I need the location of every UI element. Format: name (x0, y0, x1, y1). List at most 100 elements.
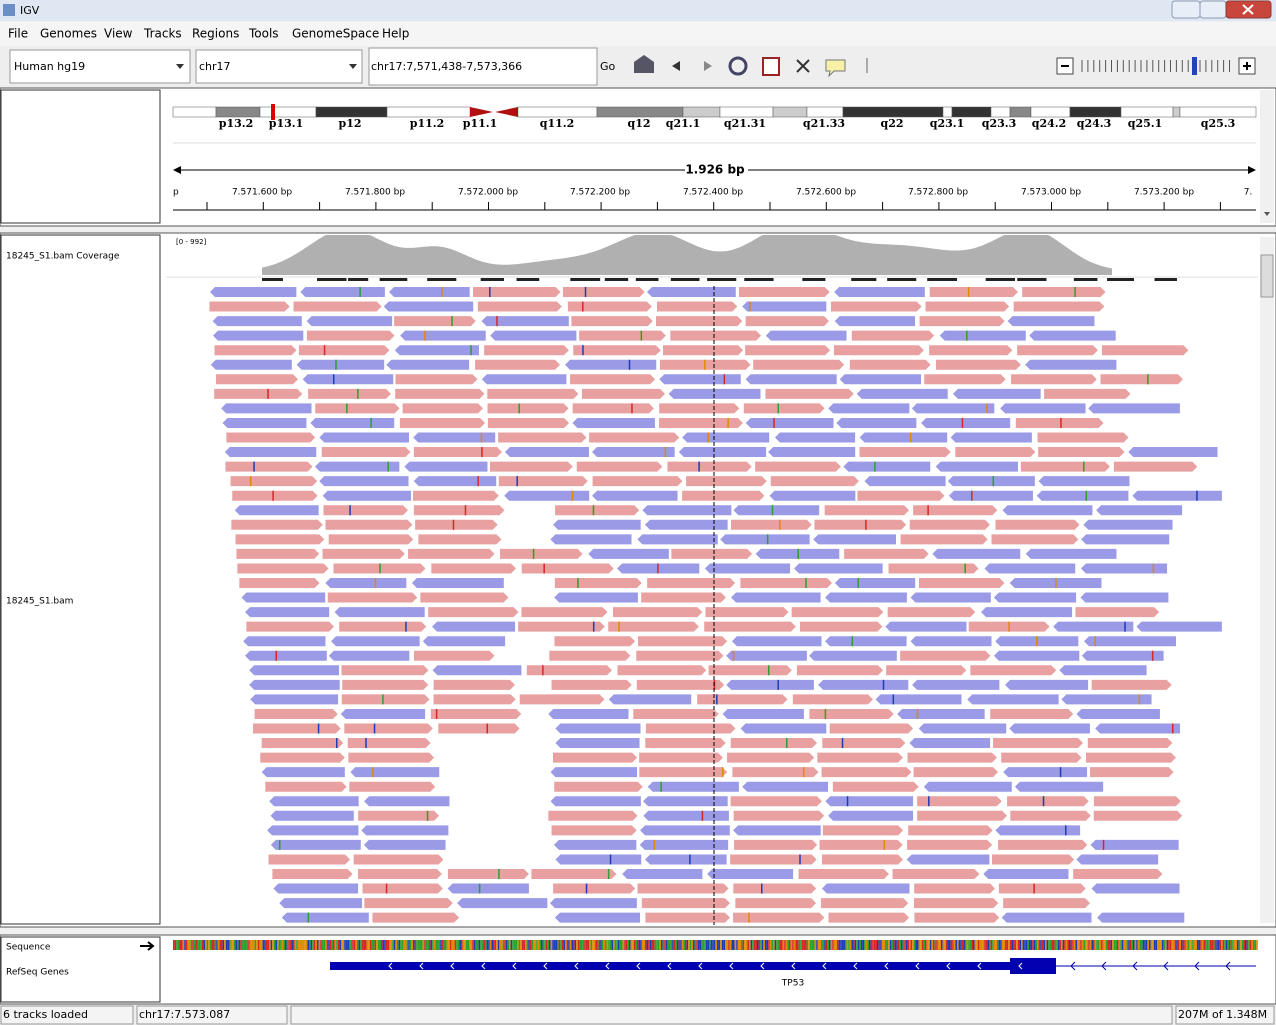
genome-box[interactable] (9, 49, 191, 84)
base (1121, 940, 1124, 950)
popup-button[interactable] (825, 59, 846, 78)
base (645, 940, 647, 950)
region-button[interactable] (762, 57, 780, 76)
dropdown-arrow (349, 64, 357, 69)
read (246, 621, 335, 632)
base (581, 940, 583, 950)
cytoband-label: q22 (881, 117, 904, 130)
base (785, 940, 788, 950)
base (1256, 940, 1258, 950)
alignment-track-name[interactable]: 18245_S1.bam (6, 597, 73, 607)
base (403, 940, 405, 950)
cytoband (842, 106, 944, 118)
scrollbar[interactable] (1260, 237, 1274, 923)
chromosome-select[interactable]: chr17 (199, 60, 231, 73)
base (1097, 940, 1100, 950)
read (308, 388, 391, 399)
sequence-track-name[interactable]: Sequence (6, 943, 51, 953)
back-button[interactable] (672, 61, 680, 71)
locus-input[interactable]: chr17:7,571,438-7,573,366 (371, 60, 522, 73)
coverage-bar (802, 278, 826, 281)
read (645, 912, 730, 923)
ruler-label: 7.572.400 bp (683, 188, 743, 198)
base (1142, 940, 1145, 950)
base (536, 940, 538, 950)
base (1237, 940, 1239, 950)
base (1041, 940, 1044, 950)
gene-track (330, 958, 1256, 974)
menu-item[interactable]: GenomeSpace (292, 27, 379, 41)
read (386, 359, 470, 370)
read (745, 316, 830, 327)
base (891, 940, 893, 950)
maximize-button[interactable] (1199, 0, 1227, 19)
coverage-track-name[interactable]: 18245_S1.bam Coverage (6, 252, 120, 262)
read (813, 534, 896, 545)
go-button[interactable]: Go (600, 60, 616, 73)
forward-button[interactable] (704, 61, 712, 71)
base (606, 940, 609, 950)
menu-item[interactable]: View (104, 27, 133, 41)
base (368, 940, 370, 950)
base (1214, 940, 1217, 950)
scroll-thumb[interactable] (1260, 254, 1274, 298)
base (1123, 940, 1125, 950)
base (1224, 940, 1226, 950)
mismatch (372, 767, 374, 778)
read (686, 476, 767, 487)
read (911, 403, 995, 414)
read (819, 839, 903, 850)
base (353, 940, 356, 950)
base (315, 940, 317, 950)
refresh-button[interactable] (728, 56, 748, 76)
base (888, 940, 890, 950)
base (877, 940, 879, 950)
strand-arrow[interactable] (140, 941, 155, 951)
menu-item[interactable]: Regions (192, 27, 239, 41)
menu-item[interactable]: Genomes (40, 27, 97, 41)
read (341, 665, 429, 676)
base (1243, 940, 1245, 950)
strand-chevron (636, 962, 641, 970)
base (363, 940, 365, 950)
menu-item[interactable]: Tools (248, 27, 279, 41)
base (179, 940, 181, 950)
menu-item[interactable]: Help (382, 27, 409, 41)
base (1147, 940, 1149, 950)
minimize-button[interactable] (1171, 0, 1201, 19)
base (462, 940, 465, 950)
base (201, 940, 204, 950)
base (323, 940, 325, 950)
base (518, 940, 521, 950)
base (1006, 940, 1009, 950)
base (992, 940, 994, 950)
read (636, 679, 725, 690)
menu-item[interactable]: File (8, 27, 28, 41)
base (848, 940, 850, 950)
resize-button[interactable] (796, 59, 810, 73)
read (395, 388, 485, 399)
base (262, 940, 265, 950)
base (433, 940, 436, 950)
locus-box[interactable] (368, 47, 598, 86)
base (918, 940, 921, 950)
genome-select[interactable]: Human hg19 (14, 60, 85, 73)
chromosome-box[interactable] (195, 49, 363, 84)
read (415, 519, 498, 530)
read (1053, 621, 1134, 632)
zoom-thumb[interactable] (1192, 57, 1197, 75)
home-button[interactable] (634, 55, 654, 73)
read (573, 345, 661, 356)
genes-track-name[interactable]: RefSeq Genes (6, 968, 69, 978)
zoom-slider[interactable] (1081, 57, 1230, 75)
read (809, 708, 894, 719)
scroll-arrow[interactable] (1264, 212, 1270, 216)
mismatch (802, 767, 805, 778)
menu-item[interactable]: Tracks (143, 27, 182, 41)
mismatch (464, 505, 467, 516)
read (339, 621, 427, 632)
scrollbar[interactable] (1260, 90, 1274, 223)
read (210, 359, 292, 370)
read (637, 534, 718, 545)
base (277, 940, 279, 950)
